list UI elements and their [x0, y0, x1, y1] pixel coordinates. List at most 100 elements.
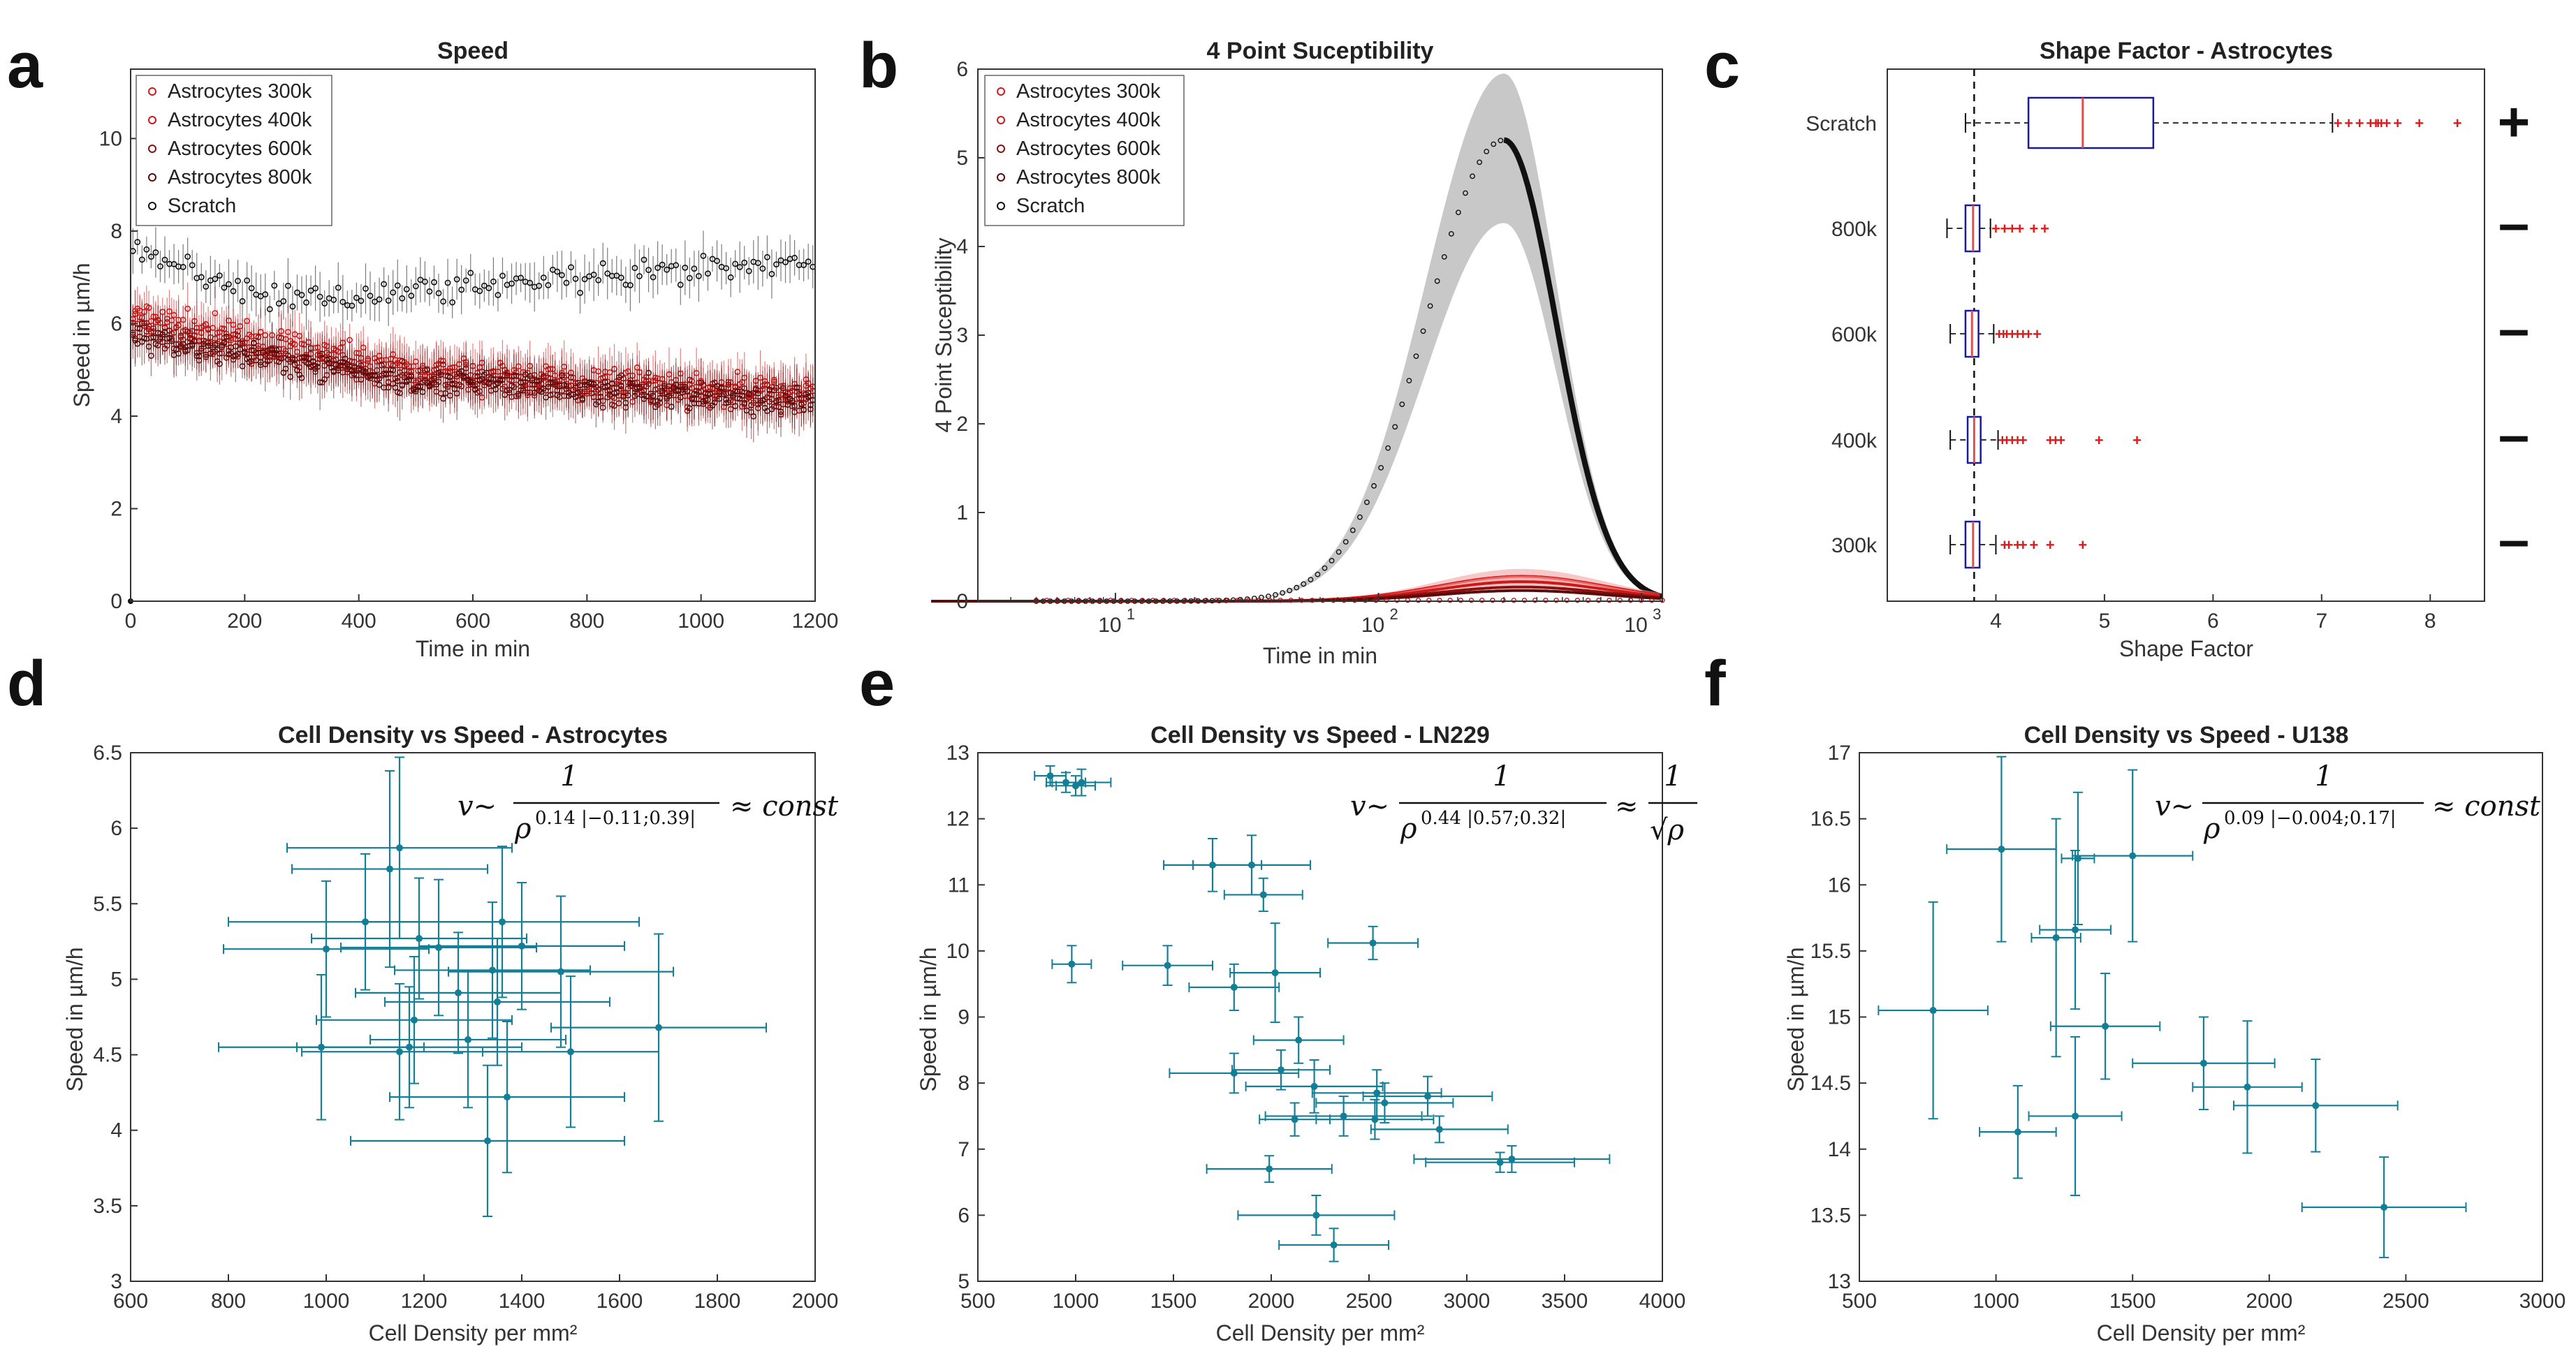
data-point: [559, 272, 565, 279]
outlier-marker: +: [2007, 432, 2017, 449]
data-point: [636, 273, 643, 279]
baseline-point: [1543, 598, 1549, 603]
data-point-group: [1327, 925, 1419, 961]
legend-entry: Astrocytes 300k: [1016, 80, 1161, 103]
data-point: [230, 288, 237, 295]
y-tick-label: 3: [110, 1270, 122, 1293]
data-point: [180, 263, 186, 270]
baseline-point: [1267, 598, 1273, 603]
y-tick-label: 6.5: [93, 742, 122, 765]
data-point: [280, 297, 287, 304]
significance-sign: –: [2498, 404, 2530, 466]
legend-entry: Astrocytes 300k: [168, 80, 312, 103]
data-point: [1998, 846, 2005, 853]
legend-entry: Scratch: [1016, 195, 1085, 217]
scratch-point: [1484, 149, 1490, 154]
data-point: [411, 1016, 418, 1024]
data-point: [1330, 1241, 1338, 1248]
scratch-point: [1392, 424, 1398, 430]
data-point: [431, 279, 437, 286]
baseline-point: [1161, 598, 1166, 603]
legend-box: [984, 75, 1185, 226]
plot-frame: [977, 752, 1663, 1282]
x-tick-label: 2500: [1346, 1290, 1393, 1313]
x-tick-exponent: 1: [1127, 605, 1135, 623]
data-point: [271, 282, 278, 289]
data-point: [1259, 891, 1267, 899]
x-tick-label: 1200: [401, 1290, 448, 1313]
data-point-group: [384, 938, 610, 1066]
y-tick-label: 6: [958, 1204, 969, 1227]
outlier-marker: +: [2334, 115, 2343, 132]
x-tick-label: 2000: [2246, 1290, 2292, 1313]
data-point: [161, 256, 168, 263]
baseline-point: [1384, 598, 1389, 603]
data-point: [321, 300, 328, 307]
data-point: [358, 297, 365, 304]
scratch-point: [1448, 230, 1454, 237]
data-point: [741, 259, 748, 266]
x-tick-label: 800: [569, 610, 604, 633]
data-point: [289, 303, 296, 310]
baseline-point: [1182, 598, 1187, 603]
power-law-formula: v~ 1 ρ 0.44 |0.57;0.32| ≈ 1 √ρ: [1350, 760, 1697, 846]
outlier-marker: +: [2005, 536, 2014, 554]
outlier-marker: +: [2355, 115, 2364, 132]
x-tick-label: 0: [125, 610, 137, 633]
data-point: [645, 369, 652, 376]
legend-entry: Astrocytes 600k: [168, 138, 312, 160]
outlier-marker: +: [2344, 115, 2353, 132]
y-tick-label: 2: [956, 413, 968, 436]
data-point: [189, 262, 196, 269]
baseline-point: [1150, 598, 1156, 603]
data-point-group: [389, 1020, 625, 1174]
y-tick-label: 6: [110, 817, 122, 840]
data-point: [1340, 1112, 1347, 1120]
susceptibility-band: [931, 575, 1660, 601]
power-law-formula: v~ 1 ρ 0.09 |−0.004;0.17| ≈ const: [2155, 760, 2541, 845]
data-point: [1381, 1099, 1389, 1107]
outlier-marker: +: [2024, 325, 2033, 343]
baseline-point: [1097, 598, 1103, 603]
data-point: [650, 274, 657, 281]
data-point-group: [482, 975, 659, 1128]
data-point-group: [1311, 1069, 1442, 1117]
baseline-point: [1394, 598, 1400, 603]
scratch-point: [1273, 591, 1278, 598]
scratch-point: [1301, 581, 1307, 587]
legend-entry: Astrocytes 800k: [168, 166, 312, 189]
outlier-marker: +: [2019, 325, 2028, 343]
baseline-point: [1245, 598, 1252, 603]
scratch-point: [1491, 141, 1497, 147]
data-point: [248, 285, 255, 292]
data-point: [682, 265, 689, 271]
data-point: [750, 413, 757, 420]
data-point: [1068, 960, 1076, 968]
outlier-marker: +: [1995, 325, 2004, 343]
outlier-marker: +: [2393, 115, 2402, 132]
data-point: [435, 290, 442, 297]
scratch-point: [1441, 253, 1447, 260]
box-600k: 600k +++++++ + –: [1831, 297, 2529, 360]
data-point: [2244, 1083, 2251, 1091]
data-point: [396, 844, 403, 852]
baseline-point: [1118, 598, 1124, 603]
y-tick-label: 6: [956, 58, 968, 81]
panel-f-u138-density-chart: Cell Density vs Speed - U138 500 1000 1500…: [1783, 722, 2566, 1346]
scratch-point: [1413, 353, 1419, 359]
data-point: [408, 293, 415, 299]
significance-sign: –: [2498, 192, 2530, 254]
data-point-group: [228, 853, 503, 991]
x-tick-label: 1400: [499, 1290, 546, 1313]
scratch-point: [1420, 328, 1426, 334]
data-point: [2072, 926, 2079, 934]
data-point: [645, 267, 652, 274]
scratch-point: [1498, 138, 1504, 144]
baseline-point: [1511, 598, 1516, 603]
data-point: [700, 252, 707, 259]
data-point-group: [2061, 791, 2095, 926]
baseline-point: [1437, 598, 1442, 603]
x-tick-label: 4: [1990, 610, 2002, 633]
baseline-point: [1553, 598, 1559, 603]
x-tick-label: 800: [211, 1290, 246, 1313]
